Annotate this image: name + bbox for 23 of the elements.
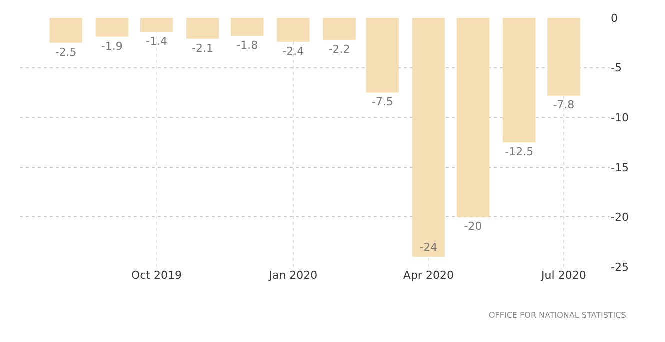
y-tick-label: -25 — [611, 260, 629, 274]
data-label: -1.9 — [101, 40, 123, 53]
data-label: -2.4 — [282, 44, 304, 58]
y-tick-label: -5 — [611, 62, 622, 75]
y-tick-label: -15 — [611, 161, 629, 174]
data-label: -1.8 — [236, 38, 258, 52]
data-label: -24 — [420, 241, 438, 254]
data-label: -7.5 — [372, 96, 394, 109]
y-tick-label: -10 — [611, 111, 629, 124]
data-label: -2.5 — [55, 46, 77, 59]
data-label: -1.4 — [146, 34, 168, 48]
y-tick-label: 0 — [611, 12, 618, 25]
data-label: -2.1 — [192, 42, 214, 55]
x-tick-label: Jan 2020 — [268, 269, 318, 282]
data-label: -12.5 — [505, 146, 534, 158]
x-tick-label: Apr 2020 — [403, 269, 454, 282]
data-label: -20 — [464, 220, 482, 234]
data-label: -7.8 — [553, 98, 575, 112]
y-tick-label: -20 — [611, 211, 629, 224]
data-label: -2.2 — [328, 42, 350, 56]
x-tick-label: Jul 2020 — [540, 269, 586, 282]
x-tick-label: Oct 2019 — [131, 269, 182, 282]
text: OFFICE FOR NATIONAL STATISTICS — [489, 311, 626, 320]
